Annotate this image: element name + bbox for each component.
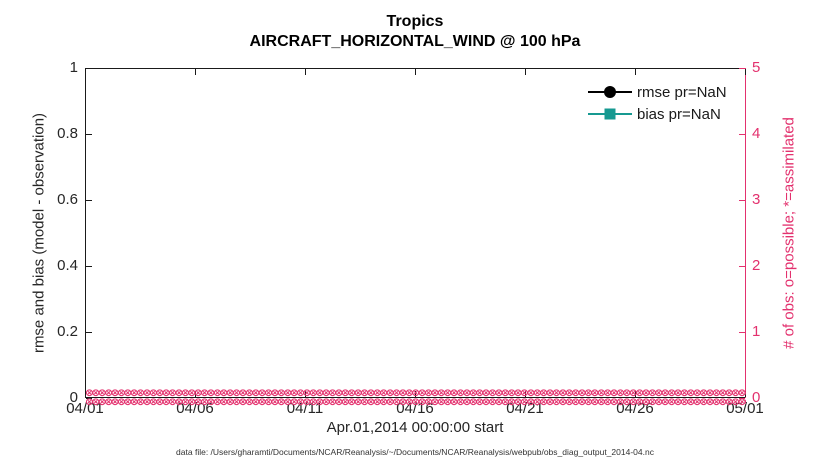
right-y-tick-label: 0 [752, 389, 761, 406]
plot-border-bottom [85, 397, 746, 398]
left-y-tick-label: 0.4 [57, 257, 78, 274]
obs-count-marker-band: ⊗⊗⊗⊗⊗⊗⊗⊗⊗⊗⊗⊗⊗⊗⊗⊗⊗⊗⊗⊗⊗⊗⊗⊗⊗⊗⊗⊗⊗⊗⊗⊗⊗⊗⊗⊗⊗⊗⊗⊗… [85, 389, 746, 406]
left-y-tick [86, 68, 92, 69]
right-y-tick [739, 398, 745, 399]
x-tick-top [195, 69, 196, 75]
x-tick-label: 04/11 [286, 400, 324, 417]
plot-border-top [85, 68, 746, 69]
left-y-tick-label: 1 [69, 59, 78, 76]
data-file-annotation: data file: /Users/gharamti/Documents/NCA… [176, 447, 654, 457]
plot-title-region: Tropics [386, 13, 444, 30]
x-tick-bottom [305, 391, 306, 397]
right-y-tick [739, 68, 745, 69]
x-tick-bottom [525, 391, 526, 397]
x-tick-bottom [635, 391, 636, 397]
right-y-tick [739, 332, 745, 333]
rmse-legend-line [588, 86, 632, 98]
right-y-tick-label: 2 [752, 257, 761, 274]
left-y-axis-label: rmse and bias (model - observation) [30, 112, 48, 354]
obs-band-row: ⊗⊗⊗⊗⊗⊗⊗⊗⊗⊗⊗⊗⊗⊗⊗⊗⊗⊗⊗⊗⊗⊗⊗⊗⊗⊗⊗⊗⊗⊗⊗⊗⊗⊗⊗⊗⊗⊗⊗⊗… [85, 389, 746, 399]
right-y-tick-label: 5 [752, 59, 761, 76]
plot-border-right [745, 68, 746, 398]
left-y-tick-label: 0 [69, 389, 78, 406]
x-tick-top [305, 69, 306, 75]
right-y-tick [739, 266, 745, 267]
right-y-tick [739, 134, 745, 135]
x-tick-label: 04/21 [506, 400, 544, 417]
x-tick-label: 04/26 [616, 400, 654, 417]
right-y-axis-label: # of obs: o=possible; *=assimilated [780, 117, 798, 349]
x-tick-label: 04/01 [66, 400, 104, 417]
x-tick-label: 04/06 [176, 400, 214, 417]
left-y-tick [86, 332, 92, 333]
left-y-tick [86, 398, 92, 399]
x-axis-label: Apr.01,2014 00:00:00 start [326, 419, 504, 436]
left-y-tick-label: 0.8 [57, 125, 78, 142]
left-y-tick [86, 200, 92, 201]
x-tick-top [745, 69, 746, 75]
right-y-tick-label: 4 [752, 125, 761, 142]
x-tick-bottom [415, 391, 416, 397]
legend-item-bias: bias pr=NaN [588, 105, 721, 123]
bias-legend-line [588, 108, 632, 120]
left-y-tick [86, 266, 92, 267]
rmse-circle-marker-icon [604, 86, 616, 98]
x-tick-label: 04/16 [396, 400, 434, 417]
plot-subtitle: AIRCRAFT_HORIZONTAL_WIND @ 100 hPa [249, 33, 581, 50]
legend-label-bias: bias pr=NaN [637, 105, 721, 123]
x-tick-label: 05/01 [726, 400, 764, 417]
x-tick-top [85, 69, 86, 75]
x-tick-top [415, 69, 416, 75]
right-y-tick [739, 200, 745, 201]
obs-band-row: ⊗⊗⊗⊗⊗⊗⊗⊗⊗⊗⊗⊗⊗⊗⊗⊗⊗⊗⊗⊗⊗⊗⊗⊗⊗⊗⊗⊗⊗⊗⊗⊗⊗⊗⊗⊗⊗⊗⊗⊗… [85, 395, 746, 406]
right-y-tick-label: 1 [752, 323, 761, 340]
left-y-tick-label: 0.6 [57, 191, 78, 208]
x-tick-bottom [85, 391, 86, 397]
right-y-tick-label: 3 [752, 191, 761, 208]
left-y-tick-label: 0.2 [57, 323, 78, 340]
bias-square-marker-icon [604, 108, 616, 120]
left-y-tick [86, 134, 92, 135]
x-tick-bottom [745, 391, 746, 397]
legend-label-rmse: rmse pr=NaN [637, 83, 727, 101]
x-tick-top [635, 69, 636, 75]
x-tick-bottom [195, 391, 196, 397]
legend-item-rmse: rmse pr=NaN [588, 83, 727, 101]
x-tick-top [525, 69, 526, 75]
plot-border-left [85, 68, 86, 398]
